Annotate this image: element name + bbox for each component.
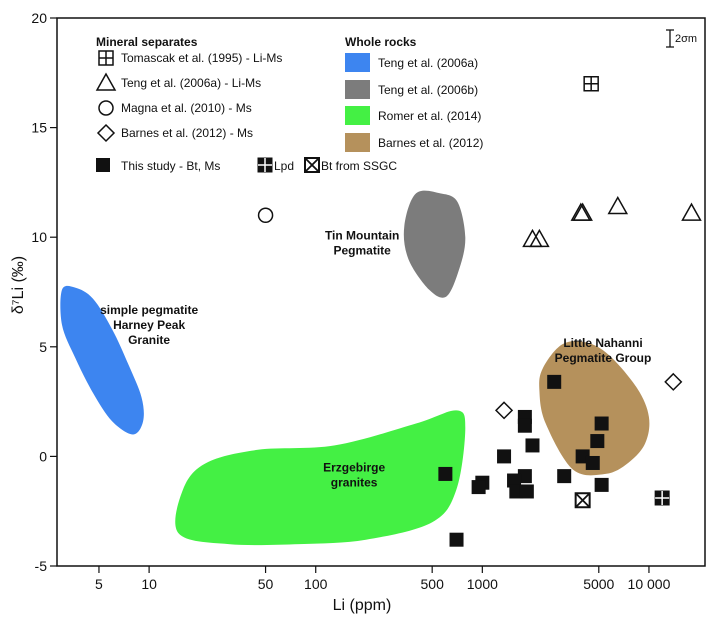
teng-et-al-2006a-li-ms-point-6 (681, 202, 702, 221)
legend-mineral-header: Mineral separates (96, 35, 198, 49)
barnes-et-al-2012-ms-point-1 (494, 401, 514, 420)
this-study-bt-ms-point-5 (594, 416, 609, 431)
legend-whole-label-4: Barnes et al. (2012) (378, 136, 483, 150)
this-study-bt-ms-point-1 (547, 374, 562, 389)
this-study-bt-ms-point-17 (519, 484, 534, 499)
x-tick-label-8: 10 000 (628, 576, 671, 592)
teng-et-al-2006a-li-ms-point-5 (607, 195, 629, 215)
legend-mineral-label-1: Tomascak et al. (1995) - Li-Ms (121, 51, 282, 65)
simple-pegmatite-field (60, 285, 144, 435)
lpd-point-1-cross (655, 491, 670, 506)
legend-mineral-label-2: Teng et al. (2006a) - Li-Ms (121, 76, 261, 90)
this-study-bt-ms-point-9 (585, 455, 600, 470)
simple-pegmatite-label-line-3: Granite (128, 333, 170, 347)
error-bar-indicator (666, 29, 674, 48)
error-bar-label: 2σm (675, 33, 697, 45)
plot-frame (56, 17, 706, 567)
legend-ssgc-symbol-x (304, 157, 320, 173)
y-tick-label-2: 0 (39, 448, 47, 464)
this-study-bt-ms-point-19 (449, 532, 464, 547)
simple-pegmatite-label-line-2: Harney Peak (113, 318, 185, 332)
x-axis-title: Li (ppm) (333, 597, 392, 614)
axes: 5 10 50 100 500 1000 5000 10 000 -5 0 5 10 15 20 2σm (31, 10, 706, 592)
x-tick-label-6: 1000 (467, 576, 498, 592)
legend-mineral-label-4: Barnes et al. (2012) - Ms (121, 126, 253, 140)
points-layer (257, 76, 702, 547)
legend-lpd-symbol-cross (258, 158, 272, 172)
this-study-bt-ms-point-15 (471, 480, 486, 495)
legend-whole-swatch-4 (345, 133, 370, 152)
erzgebirge-label-line-2: granites (331, 476, 378, 490)
legend-mineral-symbol-4 (96, 123, 116, 143)
legend-ssgc-label: Bt from SSGC (321, 159, 397, 173)
this-study-bt-ms-point-3 (517, 418, 532, 433)
this-study-bt-ms-point-13 (557, 469, 572, 484)
this-study-bt-ms-point-7 (497, 449, 512, 464)
legend-whole-label-2: Teng et al. (2006b) (378, 83, 478, 97)
x-tick-label-1: 5 (95, 576, 103, 592)
x-tick-label-5: 500 (421, 576, 445, 592)
legend-mineral-label-3: Magna et al. (2010) - Ms (121, 101, 252, 115)
legend-mineral-symbol-3 (98, 100, 114, 116)
y-axis-title: δ⁷Li (‰) (10, 256, 27, 314)
legend-mineral-symbol-2 (95, 72, 117, 91)
this-study-bt-ms-point-12 (507, 473, 522, 488)
y-tick-label-6: 20 (31, 10, 47, 26)
simple-pegmatite-label-line-1: simple pegmatite (100, 303, 198, 317)
magna-et-al-2010-ms-point-1 (257, 207, 274, 224)
little-nahanni-label-line-1: Little Nahanni (563, 336, 642, 350)
x-tick-label-4: 100 (304, 576, 328, 592)
erzgebirge-field (175, 410, 466, 546)
tomascak-et-al-1995-li-ms-point-1 (583, 76, 599, 92)
legend-this-study-symbol (96, 158, 110, 172)
this-study-bt-ms-point-10 (438, 466, 453, 481)
teng-et-al-2006a-li-ms-point-4 (572, 202, 593, 221)
x-tick-label-7: 5000 (583, 576, 614, 592)
x-tick-label-2: 10 (141, 576, 157, 592)
legend-whole-label-3: Romer et al. (2014) (378, 109, 481, 123)
this-study-bt-ms-point-11 (517, 469, 532, 484)
legend: Mineral separates Tomascak et al. (1995) … (95, 35, 483, 173)
legend-whole-header: Whole rocks (345, 35, 417, 49)
legend-whole-swatch-3 (345, 106, 370, 125)
legend-whole-swatch-2 (345, 80, 370, 99)
legend-this-study-label: This study - Bt, Ms (121, 159, 220, 173)
tin-mountain-label-line-2: Pegmatite (333, 243, 391, 257)
tin-mountain-label-line-1: Tin Mountain (325, 228, 399, 242)
this-study-bt-ms-point-6 (590, 434, 605, 449)
this-study-bt-ms-point-16 (509, 484, 524, 499)
legend-lpd-label: Lpd (274, 159, 294, 173)
teng-et-al-2006a-li-ms-point-2 (529, 228, 550, 248)
legend-mineral-symbol-1 (98, 50, 114, 66)
y-tick-label-4: 10 (31, 229, 47, 245)
little-nahanni-label-line-2: Pegmatite Group (555, 351, 652, 365)
erzgebirge-label-line-1: Erzgebirge (323, 461, 385, 475)
little-nahanni-field (539, 341, 650, 476)
y-tick-label-1: -5 (35, 558, 48, 574)
legend-whole-swatch-1 (345, 53, 370, 72)
this-study-bt-ms-point-18 (594, 477, 609, 492)
bt-from-ssgc-point-1-x (575, 492, 591, 508)
x-tick-label-3: 50 (258, 576, 274, 592)
tin-mountain-field (403, 190, 466, 298)
legend-whole-label-1: Teng et al. (2006a) (378, 56, 478, 70)
barnes-et-al-2012-ms-point-2 (664, 372, 683, 391)
y-tick-label-3: 5 (39, 339, 47, 355)
y-tick-label-5: 15 (31, 120, 47, 136)
this-study-bt-ms-point-4 (525, 438, 540, 453)
fields-layer (60, 190, 650, 546)
